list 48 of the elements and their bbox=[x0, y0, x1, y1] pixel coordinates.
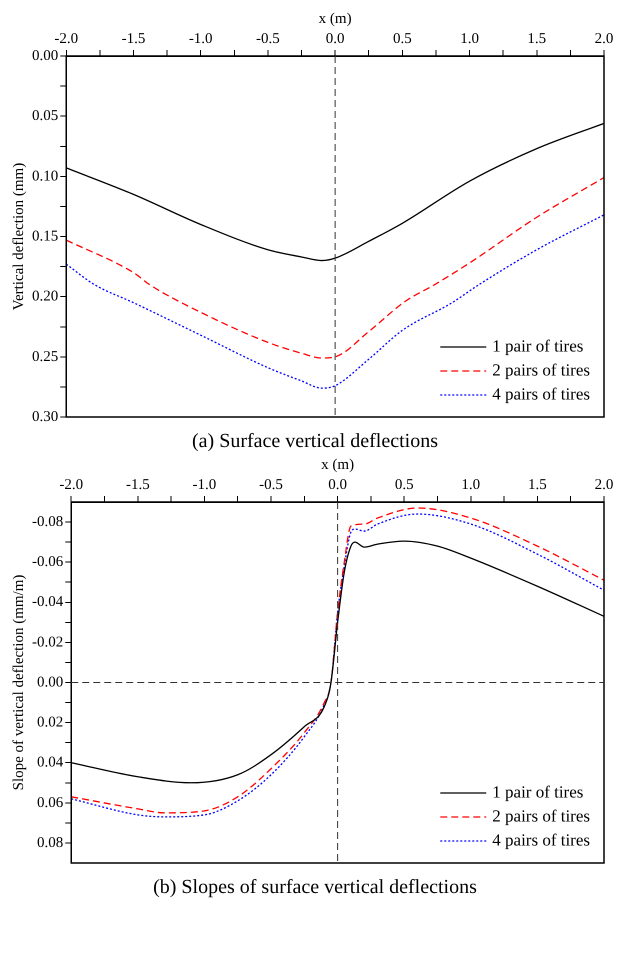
text: (a) Surface vertical deflections bbox=[191, 429, 439, 454]
y-tick-label: 0.30 bbox=[32, 408, 58, 425]
x-tick-label: 2.0 bbox=[594, 476, 614, 493]
x-tick-label: -1.0 bbox=[188, 30, 213, 47]
x-tick-label: 0.0 bbox=[328, 476, 347, 493]
x-tick-label: -2.0 bbox=[54, 30, 78, 47]
x-tick-label: -1.0 bbox=[192, 476, 216, 493]
y-tick-label: 0.25 bbox=[32, 348, 58, 365]
x-tick-label: -1.5 bbox=[122, 30, 146, 47]
legend-label: 4 pairs of tires bbox=[492, 384, 590, 404]
y-tick-label: 0.02 bbox=[36, 714, 64, 731]
legend-label: 2 pairs of tires bbox=[492, 806, 590, 826]
legend-label: 4 pairs of tires bbox=[492, 830, 590, 850]
x-axis-title: x (m) bbox=[318, 10, 352, 27]
x-tick-label: 0.5 bbox=[392, 30, 412, 47]
x-tick-label: 0.5 bbox=[394, 476, 414, 493]
x-tick-label: 1.5 bbox=[527, 30, 546, 47]
y-tick-label: 0.15 bbox=[32, 228, 58, 244]
y-tick-label: -0.04 bbox=[32, 594, 64, 610]
y-tick-label: 0.06 bbox=[36, 794, 64, 811]
line-series bbox=[66, 176, 604, 359]
legend-label: 2 pairs of tires bbox=[492, 360, 590, 380]
x-tick-label: -1.5 bbox=[126, 476, 150, 493]
x-tick-label: 1.5 bbox=[528, 476, 547, 493]
y-tick-label: -0.06 bbox=[32, 554, 64, 570]
y-axis-title: Slope of vertical deflection (mm/m) bbox=[10, 574, 27, 790]
x-tick-label: 0.0 bbox=[326, 30, 344, 47]
x-tick-label: -0.5 bbox=[259, 476, 283, 493]
y-tick-label: 0.00 bbox=[36, 674, 64, 690]
y-tick-label: 0.04 bbox=[36, 754, 64, 771]
x-tick-label: 2.0 bbox=[594, 30, 614, 47]
y-tick-label: 0.08 bbox=[36, 834, 64, 851]
legend-label: 1 pair of tires bbox=[492, 782, 584, 802]
text: (b) Slopes of surface vertical deflections bbox=[152, 875, 478, 900]
y-tick-label: 0.10 bbox=[32, 168, 58, 184]
x-tick-label: -0.5 bbox=[256, 30, 280, 47]
x-tick-label: 1.0 bbox=[460, 30, 479, 47]
x-axis-title: x (m) bbox=[321, 456, 354, 473]
y-axis-title: Vertical deflection (mm) bbox=[10, 162, 27, 310]
x-tick-label: -2.0 bbox=[59, 476, 84, 493]
y-tick-label: -0.08 bbox=[32, 514, 64, 530]
legend-label: 1 pair of tires bbox=[492, 336, 584, 356]
y-tick-label: -0.02 bbox=[32, 634, 64, 650]
x-tick-label: 1.0 bbox=[461, 476, 480, 493]
y-tick-label: 0.20 bbox=[32, 288, 58, 305]
y-tick-label: 0.00 bbox=[32, 48, 58, 64]
line-series bbox=[66, 214, 604, 389]
y-tick-label: 0.05 bbox=[32, 108, 58, 124]
